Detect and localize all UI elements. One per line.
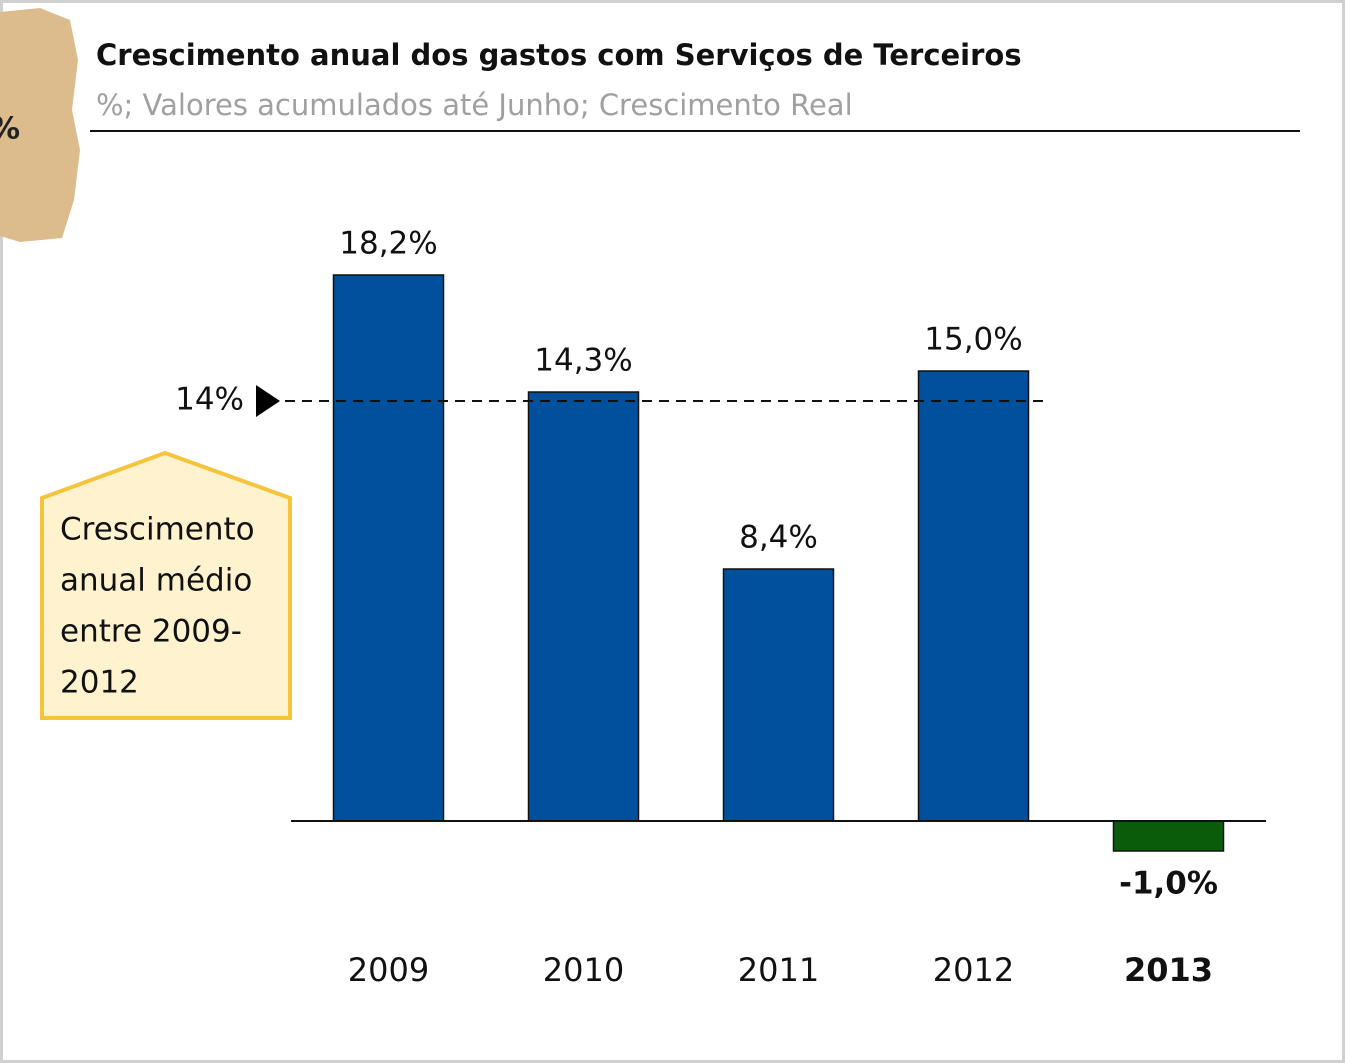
callout-text: Crescimento	[60, 512, 255, 548]
x-tick-label: 2013	[1124, 951, 1213, 989]
value-label: 14,3%	[534, 343, 632, 379]
bar	[527, 391, 640, 822]
x-tick-label: 2011	[738, 951, 819, 989]
reference-label: 14%	[175, 382, 244, 418]
callout-text: 2012	[60, 665, 139, 701]
bar	[722, 568, 835, 822]
bar	[1112, 820, 1225, 852]
x-tick-label: 2010	[543, 951, 624, 989]
callout-box	[40, 450, 292, 720]
value-label: 8,4%	[739, 520, 818, 556]
reference-arrow	[256, 385, 280, 417]
callout-text: entre 2009-	[60, 614, 242, 650]
value-label: 15,0%	[924, 322, 1022, 358]
value-label: 18,2%	[339, 226, 437, 262]
x-tick-label: 2009	[348, 951, 429, 989]
bar	[917, 370, 1030, 822]
bar	[332, 274, 445, 822]
chart-subtitle: %; Valores acumulados até Junho; Crescim…	[96, 88, 853, 122]
x-tick-label: 2012	[933, 951, 1014, 989]
value-label: -1,0%	[1119, 866, 1218, 902]
paper-note	[0, 8, 80, 242]
chart-title: Crescimento anual dos gastos com Serviço…	[96, 38, 1022, 72]
callout-text: anual médio	[60, 563, 252, 599]
side-note: %	[0, 112, 20, 147]
